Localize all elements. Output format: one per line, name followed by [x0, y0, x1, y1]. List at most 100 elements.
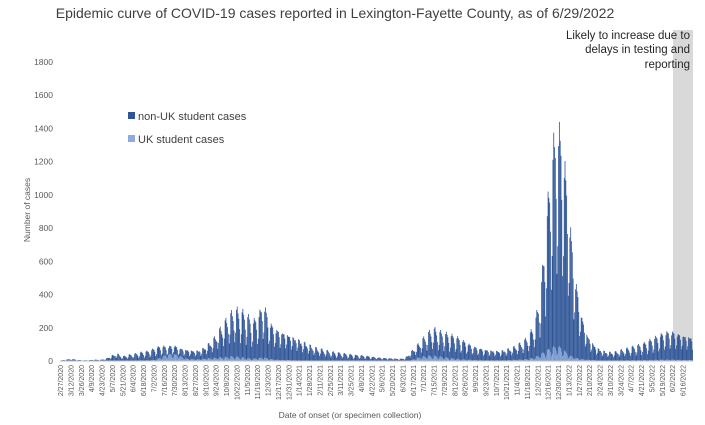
bar-uk-student-cases — [577, 358, 579, 361]
bar-non-uk-student-cases — [500, 356, 501, 361]
bar-non-uk-student-cases — [320, 348, 322, 361]
bar-non-uk-student-cases — [138, 357, 140, 361]
bar-non-uk-student-cases — [144, 356, 146, 361]
bar-non-uk-student-cases — [308, 350, 310, 361]
bar-non-uk-student-cases — [485, 350, 487, 361]
bar-non-uk-student-cases — [274, 343, 276, 361]
bar-non-uk-student-cases — [121, 358, 123, 361]
bar-uk-student-cases — [529, 359, 530, 361]
bar-non-uk-student-cases — [655, 335, 656, 361]
bar-non-uk-student-cases — [278, 331, 279, 361]
bar-uk-student-cases — [282, 359, 283, 361]
bar-uk-student-cases — [217, 359, 219, 361]
bar-uk-student-cases — [276, 359, 278, 361]
bar-uk-student-cases — [643, 359, 645, 361]
bar-non-uk-student-cases — [564, 161, 566, 361]
bar-non-uk-student-cases — [252, 323, 254, 361]
bar-non-uk-student-cases — [166, 355, 168, 361]
bar-non-uk-student-cases — [374, 357, 375, 361]
bar-uk-student-cases — [546, 350, 548, 361]
bar-uk-student-cases — [676, 359, 678, 361]
bar-non-uk-student-cases — [466, 351, 468, 361]
bar-non-uk-student-cases — [344, 352, 346, 361]
bar-non-uk-student-cases — [95, 359, 97, 361]
bar-non-uk-student-cases — [520, 344, 522, 361]
bar-non-uk-student-cases — [588, 339, 590, 361]
bar-non-uk-student-cases — [296, 350, 298, 361]
bar-non-uk-student-cases — [666, 331, 668, 361]
bar-non-uk-student-cases — [535, 317, 537, 361]
bar-non-uk-student-cases — [498, 352, 500, 361]
bar-non-uk-student-cases — [71, 359, 73, 361]
bar-non-uk-student-cases — [131, 355, 132, 361]
bar-non-uk-student-cases — [466, 353, 467, 361]
bar-non-uk-student-cases — [119, 356, 121, 361]
x-tick-label: 12/2/2021 — [535, 365, 542, 396]
bar-non-uk-student-cases — [264, 311, 266, 361]
bar-non-uk-student-cases — [545, 316, 547, 361]
bar-uk-student-cases — [173, 354, 175, 361]
bar-non-uk-student-cases — [219, 326, 221, 361]
bar-non-uk-student-cases — [309, 344, 311, 361]
bar-non-uk-student-cases — [550, 231, 551, 361]
bar-non-uk-student-cases — [100, 359, 102, 361]
bar-non-uk-student-cases — [524, 339, 526, 361]
bar-uk-student-cases — [527, 359, 529, 361]
x-tick-label: 4/23/2020 — [100, 365, 107, 396]
bar-non-uk-student-cases — [495, 354, 496, 361]
bar-non-uk-student-cases — [537, 313, 539, 361]
bar-non-uk-student-cases — [186, 350, 188, 361]
bar-uk-student-cases — [684, 359, 686, 361]
bar-non-uk-student-cases — [114, 355, 115, 361]
bar-non-uk-student-cases — [348, 357, 350, 361]
bar-non-uk-student-cases — [521, 346, 522, 361]
bar-non-uk-student-cases — [592, 343, 593, 361]
annotation-line-2: delays in testing and — [585, 44, 690, 56]
bar-uk-student-cases — [429, 356, 431, 361]
bar-non-uk-student-cases — [281, 334, 283, 361]
bar-non-uk-student-cases — [637, 345, 639, 361]
bar-non-uk-student-cases — [501, 350, 503, 361]
bar-uk-student-cases — [668, 359, 670, 361]
bar-non-uk-student-cases — [387, 359, 388, 361]
bar-uk-student-cases — [551, 354, 553, 361]
bar-non-uk-student-cases — [455, 348, 457, 361]
bar-non-uk-student-cases — [386, 358, 387, 361]
bar-non-uk-student-cases — [177, 355, 179, 361]
bar-uk-student-cases — [512, 359, 514, 361]
bar-uk-student-cases — [237, 356, 239, 361]
bar-non-uk-student-cases — [283, 334, 285, 361]
bar-non-uk-student-cases — [362, 355, 364, 361]
bar-non-uk-student-cases — [616, 352, 618, 361]
bar-non-uk-student-cases — [226, 323, 228, 361]
bar-uk-student-cases — [573, 359, 575, 361]
bar-non-uk-student-cases — [623, 353, 625, 361]
bar-non-uk-student-cases — [678, 334, 680, 361]
x-tick-label: 1/28/2021 — [307, 365, 314, 396]
bar-uk-student-cases — [161, 358, 163, 361]
bar-uk-student-cases — [189, 359, 190, 361]
bar-uk-student-cases — [261, 358, 263, 361]
bar-non-uk-student-cases — [403, 359, 405, 361]
bar-non-uk-student-cases — [112, 354, 114, 361]
x-tick-label: 7/15/2021 — [432, 365, 439, 396]
bar-non-uk-student-cases — [557, 246, 559, 361]
bar-non-uk-student-cases — [324, 353, 325, 361]
bar-non-uk-student-cases — [118, 353, 119, 361]
bar-non-uk-student-cases — [415, 354, 417, 361]
bar-uk-student-cases — [164, 355, 165, 361]
bar-non-uk-student-cases — [424, 339, 425, 361]
bar-non-uk-student-cases — [248, 319, 250, 361]
bar-non-uk-student-cases — [454, 343, 455, 361]
bar-uk-student-cases — [545, 357, 547, 361]
bar-non-uk-student-cases — [589, 343, 591, 361]
bar-non-uk-student-cases — [266, 317, 268, 361]
bar-non-uk-student-cases — [388, 358, 390, 361]
bar-non-uk-student-cases — [179, 349, 181, 361]
bar-non-uk-student-cases — [543, 266, 545, 361]
bar-non-uk-student-cases — [210, 346, 212, 361]
bar-uk-student-cases — [433, 357, 434, 361]
bar-uk-student-cases — [171, 355, 173, 361]
bar-non-uk-student-cases — [282, 334, 284, 361]
bar-non-uk-student-cases — [165, 350, 167, 361]
